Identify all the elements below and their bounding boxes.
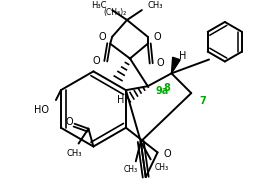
- Text: O: O: [163, 149, 170, 159]
- Text: (CH₃)₂: (CH₃)₂: [103, 8, 126, 17]
- Text: O: O: [156, 58, 164, 68]
- Text: 7: 7: [198, 96, 205, 106]
- Text: CH₃: CH₃: [147, 1, 163, 10]
- Text: 9a: 9a: [155, 86, 168, 96]
- Text: O: O: [153, 32, 161, 42]
- Text: H: H: [179, 51, 186, 60]
- Text: H: H: [116, 95, 123, 105]
- Text: 8: 8: [163, 83, 169, 93]
- Text: CH₃: CH₃: [154, 163, 168, 172]
- Text: O: O: [66, 117, 73, 127]
- Text: O: O: [98, 32, 106, 42]
- Text: O: O: [92, 57, 100, 67]
- Text: CH₃: CH₃: [123, 165, 137, 174]
- Text: CH₃: CH₃: [67, 149, 82, 158]
- Polygon shape: [171, 57, 180, 73]
- Text: H₃C: H₃C: [90, 1, 106, 10]
- Text: HO: HO: [34, 105, 49, 115]
